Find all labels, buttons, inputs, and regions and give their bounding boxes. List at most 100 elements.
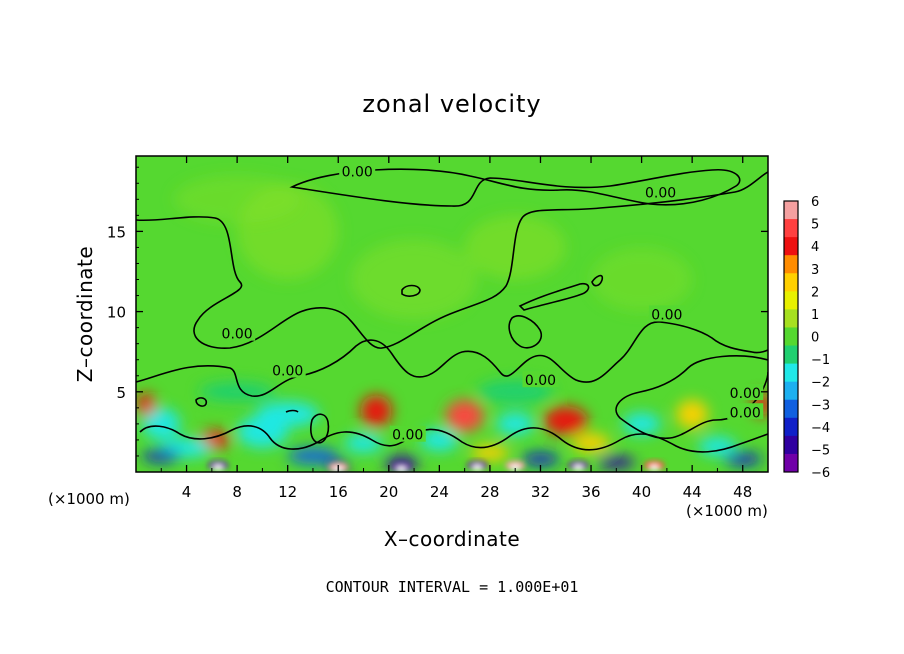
- contour-label-bg: [389, 425, 426, 442]
- field-blob-core: [510, 464, 521, 471]
- field-blob-core: [472, 464, 483, 471]
- colorbar-swatch: [784, 309, 798, 328]
- contour-interval-note: CONTOUR INTERVAL = 1.000E+01: [326, 578, 579, 596]
- x-tick-label: 32: [531, 483, 550, 501]
- colorbar-tick-label: −1: [811, 353, 830, 368]
- colorbar-swatch: [784, 399, 798, 419]
- colorbar-tick-label: 2: [811, 285, 819, 300]
- x-tick-label: 28: [480, 483, 499, 501]
- contour-bottom-1: [139, 425, 768, 453]
- colorbar-swatch: [784, 327, 798, 347]
- velocity-field: [136, 175, 768, 471]
- colorbar-tick-label: −2: [811, 376, 830, 391]
- contour-label-bg: [219, 324, 256, 341]
- colorbar-swatch: [784, 453, 798, 473]
- contour-small-6: [195, 397, 208, 407]
- colorbar-frame: [783, 200, 799, 473]
- contour-label: 0.00: [342, 165, 373, 181]
- x-axis-unit-left: (×1000 m): [48, 490, 130, 508]
- colorbar-swatch: [784, 219, 798, 238]
- x-tick-label: 24: [430, 483, 449, 501]
- field-blob: [723, 452, 762, 466]
- colorbar-swatch: [784, 201, 798, 220]
- field-blob: [445, 399, 484, 432]
- y-tick-label: 10: [107, 304, 126, 322]
- colorbar-swatch: [784, 345, 798, 365]
- y-axis-label: Z–coordinate: [73, 246, 97, 382]
- field-blob: [521, 452, 560, 466]
- field-blob: [464, 215, 566, 280]
- field-blob: [173, 175, 301, 224]
- contour-label: 0.00: [651, 307, 682, 323]
- field-blob: [199, 382, 276, 402]
- contour-line-mid: [136, 321, 768, 397]
- field-blob: [344, 433, 383, 453]
- y-tick-label: 15: [107, 223, 126, 241]
- colorbar-tick-label: −3: [811, 398, 830, 413]
- x-tick-label: 4: [182, 483, 192, 501]
- field-blob: [142, 449, 181, 463]
- colorbar-tick-label: 6: [811, 195, 819, 210]
- colorbar-swatch: [784, 363, 798, 383]
- colorbar-swatch: [784, 291, 798, 310]
- colorbar-tick-label: 3: [811, 263, 819, 278]
- contour-label-bg: [642, 183, 679, 200]
- chart-title: zonal velocity: [362, 90, 541, 118]
- x-tick-label: 12: [278, 483, 297, 501]
- contour-small-1: [401, 284, 421, 297]
- colorbar-tick-label: −5: [811, 443, 830, 458]
- contour-label-bg: [648, 305, 685, 322]
- contour-label: 0.00: [272, 364, 303, 380]
- colorbar-tick-label: 1: [811, 308, 819, 323]
- field-blob-core: [573, 464, 584, 471]
- field-blob: [591, 247, 693, 312]
- contour-label-bg: [727, 403, 764, 420]
- colorbar-swatch: [784, 381, 798, 401]
- plot-area: 0.00 0.00 0.00 0.00 0.00 0.00 0.00 0.00 0.00: [136, 156, 768, 472]
- y-axis: 5 10 15: [107, 166, 768, 457]
- field-blob: [676, 399, 708, 429]
- x-tick-label: 16: [329, 483, 348, 501]
- field-blob: [256, 401, 320, 428]
- field-blob-core: [213, 464, 224, 471]
- field-blob: [470, 444, 509, 461]
- contour-line-top: [289, 168, 741, 207]
- field-blob: [287, 447, 339, 464]
- x-axis-label: X–coordinate: [384, 527, 520, 551]
- x-tick-label: 44: [683, 483, 702, 501]
- contour-small-5: [285, 409, 299, 413]
- x-tick-label: 20: [379, 483, 398, 501]
- colorbar-swatch: [784, 255, 798, 274]
- field-blob-core: [396, 466, 407, 472]
- x-axis: 4 8 12 16 20 24 28 32 36 40 44 48: [160, 156, 752, 501]
- contour-label-bg: [727, 384, 764, 401]
- x-tick-label: 36: [581, 483, 600, 501]
- colorbar-tick-label: −4: [811, 421, 830, 436]
- colorbar: 6 5 4 3 2 1 0 −1 −2 −3 −4 −5 −6: [783, 195, 830, 481]
- field-blob: [543, 406, 588, 436]
- x-tick-label: 40: [632, 483, 651, 501]
- field-blob: [597, 455, 636, 469]
- contour-label-bg: [522, 371, 559, 388]
- contour-label: 0.00: [645, 185, 676, 201]
- contour-line-main: [136, 171, 768, 349]
- colorbar-swatch: [784, 237, 798, 256]
- colorbar-swatch: [784, 435, 798, 455]
- field-blob: [142, 407, 181, 440]
- field-blob: [360, 395, 392, 428]
- contour-label: 0.00: [392, 428, 423, 444]
- contour-label: 0.00: [730, 405, 761, 421]
- contour-label: 0.00: [525, 373, 556, 389]
- colorbar-tick-label: 0: [811, 331, 819, 346]
- field-blob: [136, 393, 156, 416]
- field-blob: [350, 239, 478, 320]
- x-tick-label: 8: [232, 483, 242, 501]
- y-tick-label: 5: [116, 384, 126, 402]
- field-blob-core: [649, 464, 660, 471]
- contour-label: 0.00: [222, 327, 253, 343]
- x-axis-unit-right: (×1000 m): [686, 502, 768, 520]
- contour-label: 0.00: [730, 386, 761, 402]
- field-blob: [622, 412, 661, 436]
- colorbar-tick-label: −6: [811, 466, 830, 481]
- colorbar-tick-label: 4: [811, 240, 819, 255]
